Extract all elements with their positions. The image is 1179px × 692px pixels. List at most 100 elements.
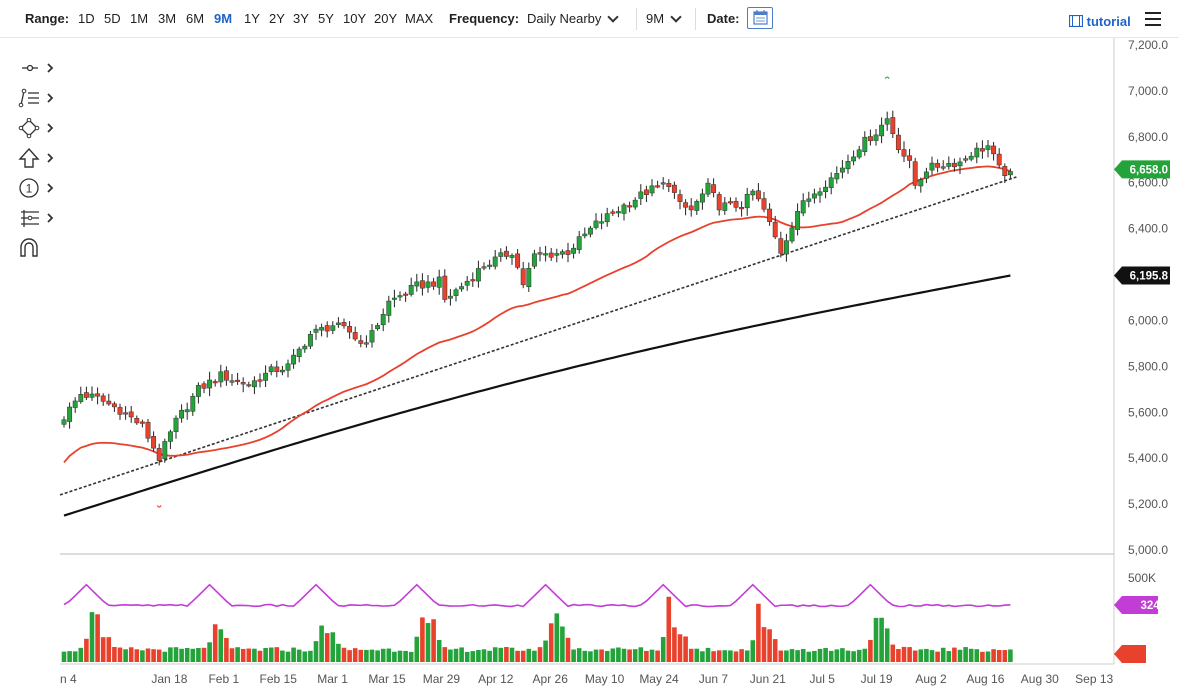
candle-body — [324, 325, 330, 332]
volume-bar — [537, 647, 543, 662]
candle-body — [705, 182, 711, 195]
candle-body — [632, 199, 638, 208]
range-9m-button[interactable]: 9M — [214, 11, 233, 26]
tutorial-link[interactable]: tutorial — [1068, 14, 1131, 29]
candle-body — [218, 371, 224, 383]
volume-bar — [728, 650, 733, 662]
date-picker-button[interactable] — [747, 7, 773, 29]
volume-bar — [448, 649, 453, 662]
volume-bar — [716, 650, 722, 662]
candle-body — [380, 314, 386, 326]
candle-body — [951, 162, 957, 168]
volume-bar — [907, 647, 912, 662]
volume-bar — [705, 647, 711, 662]
candle-body — [179, 409, 185, 419]
volume-bar — [744, 650, 750, 662]
volume-bar — [352, 648, 358, 662]
range-3y-button[interactable]: 3Y — [293, 11, 309, 26]
candle-body — [251, 380, 257, 388]
candle-body — [347, 326, 353, 333]
volume-bar — [162, 651, 168, 662]
price-tick-label: 5,000.0 — [1128, 543, 1168, 557]
volume-tick-label: 500K — [1128, 571, 1156, 585]
candle-body — [946, 163, 952, 167]
volume-average-tag-text: 324K — [1141, 600, 1169, 612]
candle-body — [571, 247, 577, 254]
volume-bar — [128, 647, 134, 662]
range-5y-button[interactable]: 5Y — [318, 11, 334, 26]
volume-bar — [190, 648, 196, 662]
range-10y-button[interactable]: 10Y — [343, 11, 367, 26]
arrow-tool[interactable] — [18, 148, 58, 170]
range-1d-button[interactable]: 1D — [78, 11, 95, 26]
range-1m-button[interactable]: 1M — [130, 11, 149, 26]
x-tick-label: Feb 15 — [260, 672, 298, 686]
volume-bar — [184, 647, 190, 662]
tutorial-label: tutorial — [1086, 14, 1131, 29]
trendline-tool[interactable] — [18, 88, 58, 110]
volume-bar — [296, 649, 302, 662]
x-tick-label: Jan 18 — [151, 672, 187, 686]
range-1y-button[interactable]: 1Y — [244, 11, 260, 26]
candle-body — [319, 327, 325, 331]
volume-bar — [106, 637, 112, 662]
volume-bar — [341, 647, 347, 662]
volume-bar — [431, 619, 436, 662]
range-2y-button[interactable]: 2Y — [269, 11, 285, 26]
x-tick-label: Jun 21 — [750, 672, 786, 686]
trendline — [59, 176, 1017, 496]
candle-body — [621, 204, 627, 214]
candle-body — [145, 421, 151, 439]
volume-bar — [672, 627, 677, 662]
volume-bar — [240, 648, 246, 662]
volume-bar — [1008, 649, 1013, 662]
candle-body — [744, 193, 750, 209]
candle-body — [565, 250, 571, 255]
volume-bar — [778, 650, 784, 662]
frequency-value: Daily Nearby — [527, 11, 602, 26]
range-20y-button[interactable]: 20Y — [374, 11, 398, 26]
candle-body — [470, 279, 476, 282]
range-5d-button[interactable]: 5D — [104, 11, 121, 26]
price-tick-label: 7,200.0 — [1128, 38, 1168, 52]
price-tick-label: 7,000.0 — [1128, 84, 1168, 98]
range-max-button[interactable]: MAX — [405, 11, 434, 26]
volume-bar — [61, 651, 67, 662]
menu-icon[interactable] — [1145, 12, 1161, 26]
volume-bar — [767, 629, 772, 662]
candle-body — [895, 134, 901, 150]
candle-body — [772, 221, 778, 238]
candle-body — [576, 236, 582, 250]
candle-body — [604, 213, 610, 223]
volume-bar — [72, 651, 78, 662]
volume-bar — [140, 650, 145, 662]
candle-body — [391, 297, 397, 300]
volume-bar — [156, 649, 162, 662]
crosshair-tool[interactable] — [18, 58, 58, 80]
candle-body — [419, 280, 425, 289]
candle-body — [688, 205, 694, 211]
shapes-tool[interactable] — [18, 118, 58, 140]
magnet-tool[interactable] — [18, 238, 58, 260]
candle-body — [358, 340, 364, 344]
frequency-dropdown[interactable]: Daily Nearby — [527, 11, 620, 27]
volume-bar — [324, 633, 330, 662]
volume-bar — [588, 651, 593, 662]
volume-bar — [935, 651, 940, 662]
annotation-tool[interactable]: 1 — [18, 178, 58, 200]
volume-bar — [78, 647, 84, 662]
fibonacci-tool[interactable] — [18, 208, 58, 230]
candle-body — [963, 158, 969, 161]
volume-bar — [756, 603, 761, 662]
ma200-value-tag-shape — [1114, 266, 1170, 285]
volume-bar — [459, 647, 464, 662]
range-3m-button[interactable]: 3M — [158, 11, 177, 26]
candle-body — [985, 145, 991, 150]
volume-bar — [823, 648, 828, 662]
volume-bar — [330, 632, 336, 662]
candle-body — [907, 155, 913, 161]
range-6m-button[interactable]: 6M — [186, 11, 205, 26]
candle-body — [263, 372, 269, 381]
period-dropdown[interactable]: 9M — [646, 11, 682, 27]
